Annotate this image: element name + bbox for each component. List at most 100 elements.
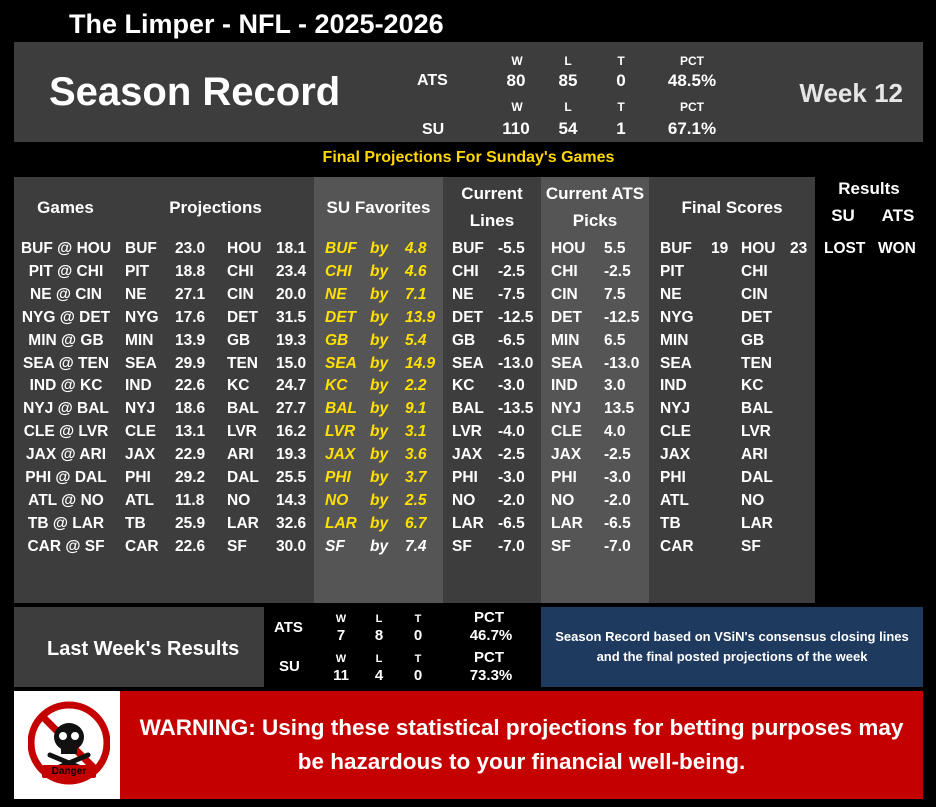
su-favorite-team: DET: [325, 308, 356, 326]
game-matchup: TB @ LAR: [27, 514, 105, 532]
projection-away-score: 23.0: [175, 240, 206, 257]
su-favorite-team: BAL: [325, 400, 357, 418]
current-line-team: BUF: [452, 240, 484, 257]
projection-away-score: 11.8: [175, 491, 205, 509]
danger-logo-text: Danger: [51, 766, 87, 777]
final-away-score: 19: [711, 240, 729, 257]
final-home-score: 23: [790, 240, 808, 257]
current-line-value: -2.5: [498, 446, 525, 464]
current-line-team: CHI: [452, 262, 479, 280]
projection-away-score: 13.1: [175, 423, 206, 441]
warning-panel: Danger WARNING: Using these statistical …: [14, 691, 923, 799]
game-matchup: NE @ CIN: [30, 285, 102, 303]
current-line-value: -13.0: [498, 354, 534, 372]
season-record-title: Season Record: [49, 70, 341, 114]
projection-away-team: PIT: [125, 262, 150, 280]
su-favorite-margin: 3.7: [405, 469, 427, 486]
current-lines-header-2: Lines: [469, 211, 515, 230]
su-favorite-team: SEA: [325, 354, 357, 372]
season-su-t-header: T: [617, 100, 625, 114]
ats-pick-line: 4.0: [604, 423, 626, 441]
season-su-wins: 110: [502, 119, 530, 138]
su-favorite-team: KC: [325, 377, 348, 395]
current-line-team: LAR: [452, 514, 484, 532]
ats-pick-line: -13.0: [604, 354, 640, 372]
season-note-panel: Season Record based on VSiN's consensus …: [541, 607, 923, 687]
season-su-pct: 67.1%: [667, 119, 717, 138]
game-matchup: ATL @ NO: [28, 491, 104, 509]
su-favorite-margin: 7.1: [405, 285, 427, 303]
ats-pick-team: IND: [551, 377, 578, 395]
game-matchup: CLE @ LVR: [23, 423, 109, 441]
game-matchup: NYJ @ BAL: [23, 400, 109, 418]
projection-home-team: BAL: [227, 400, 259, 418]
su-favorite-by: by: [370, 469, 389, 486]
game-matchup: SEA @ TEN: [22, 354, 110, 372]
projection-away-score: 25.9: [175, 514, 206, 532]
last-week-ats-w-header: W: [335, 613, 347, 625]
projection-home-score: 27.7: [276, 400, 307, 418]
current-line-value: -13.5: [498, 400, 534, 418]
final-scores-header: Final Scores: [681, 198, 783, 217]
week-label: Week 12: [799, 78, 903, 108]
season-note-text: Season Record based on VSiN's consensus …: [555, 629, 909, 664]
final-away-team: MIN: [660, 331, 689, 349]
ats-pick-line: -2.5: [604, 262, 631, 280]
final-away-team: IND: [660, 377, 687, 395]
su-favorite-by: by: [370, 285, 389, 303]
warning-message-box: WARNING: Using these statistical project…: [120, 691, 923, 799]
projection-away-team: CLE: [125, 423, 156, 441]
su-favorite-team: CHI: [325, 262, 352, 280]
su-favorite-team: NE: [325, 285, 347, 303]
game-matchup: IND @ KC: [29, 377, 103, 395]
last-week-label: Last Week's Results: [47, 638, 240, 660]
game-matchup: BUF @ HOU: [20, 240, 112, 257]
final-projections-banner: Final Projections For Sunday's Games: [14, 144, 923, 171]
projection-away-score: 22.9: [175, 446, 206, 464]
current-line-value: -7.5: [498, 285, 525, 303]
projection-away-team: SEA: [125, 354, 157, 372]
ats-pick-team: LAR: [551, 514, 583, 532]
final-away-team: NE: [660, 285, 682, 303]
header-bar: The Limper - NFL - 2025-2026: [14, 4, 923, 42]
su-favorite-team: LAR: [325, 514, 357, 532]
projection-home-team: SF: [227, 537, 247, 555]
ats-picks-header-1: Current ATS: [545, 184, 645, 203]
ats-pick-line: -7.0: [604, 537, 631, 555]
projection-away-team: PHI: [125, 469, 151, 486]
ats-pick-line: 13.5: [604, 400, 635, 418]
game-matchup: MIN @ GB: [28, 331, 104, 349]
danger-skull-icon: [28, 701, 110, 785]
last-week-record: ATS W L T PCT 7 8 0 46.7% SU W L T PCT 1…: [264, 607, 541, 687]
final-scores-column: [649, 177, 815, 603]
ats-pick-line: -2.0: [604, 491, 631, 509]
last-week-su-t-header: T: [414, 653, 422, 665]
current-line-value: -5.5: [498, 240, 525, 257]
current-line-team: DET: [452, 308, 483, 326]
current-line-team: NO: [452, 491, 476, 509]
page-title: The Limper - NFL - 2025-2026: [69, 9, 444, 39]
projection-home-team: LAR: [227, 514, 259, 532]
su-favorite-by: by: [370, 514, 389, 532]
last-week-panel: Last Week's Results: [14, 607, 264, 687]
ats-pick-team: CLE: [551, 423, 582, 441]
game-matchup: PIT @ CHI: [28, 262, 104, 280]
final-home-team: KC: [741, 377, 764, 395]
last-week-su-label: SU: [279, 658, 300, 675]
su-favorite-margin: 4.8: [405, 240, 427, 257]
last-week-ats-wins: 7: [336, 627, 346, 644]
warning-text: WARNING: Using these statistical project…: [139, 715, 904, 774]
current-line-value: -2.0: [498, 491, 525, 509]
projection-away-score: 13.9: [175, 331, 206, 349]
projection-home-score: 19.3: [276, 331, 307, 349]
projection-home-team: GB: [227, 331, 251, 349]
final-home-team: LAR: [741, 514, 773, 532]
final-away-team: NYJ: [660, 400, 691, 418]
su-favorite-team: SF: [325, 537, 345, 555]
current-line-value: -12.5: [498, 308, 534, 326]
final-home-team: CHI: [741, 262, 768, 280]
season-ats-pct-header: PCT: [680, 54, 704, 68]
su-favorite-by: by: [370, 446, 389, 464]
projection-away-score: 17.6: [175, 308, 206, 326]
current-line-value: -3.0: [498, 377, 525, 395]
